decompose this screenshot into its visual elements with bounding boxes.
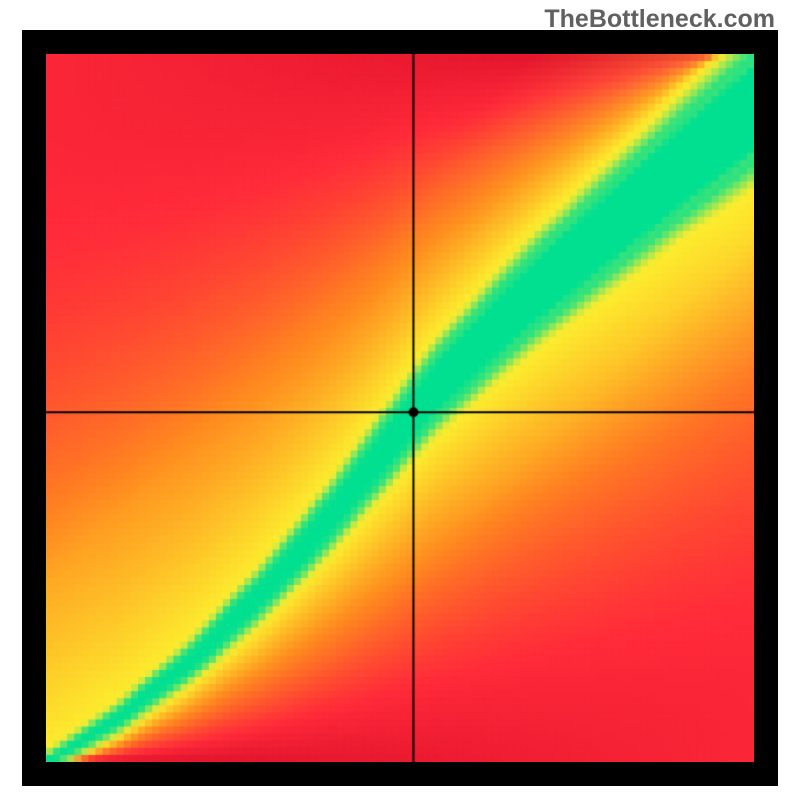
chart-outer-frame [22, 30, 778, 786]
heatmap-canvas [46, 54, 754, 762]
watermark-text: TheBottleneck.com [544, 5, 775, 34]
